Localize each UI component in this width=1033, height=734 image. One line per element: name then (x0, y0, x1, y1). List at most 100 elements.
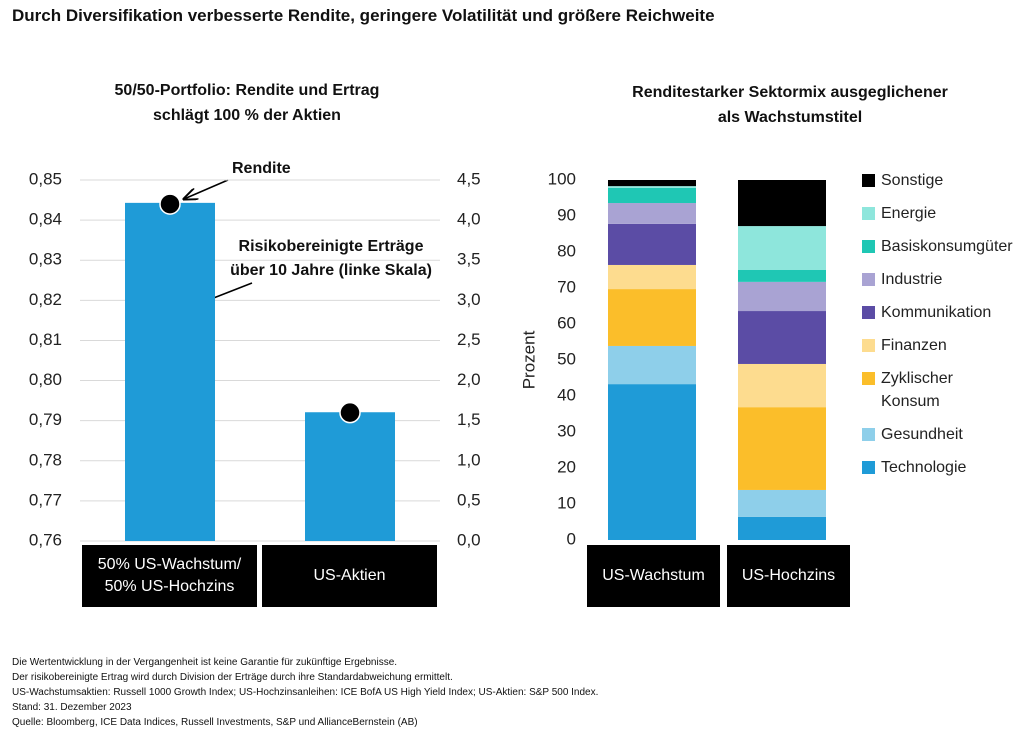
x-tick-label: 50% US-Wachstum/ 50% US-Hochzins (97, 556, 242, 595)
x-tick-label: US-Aktien (313, 567, 386, 584)
y-tick-label: 50 (557, 349, 576, 368)
legend-item: Finanzen (862, 334, 1033, 357)
return-dot (339, 401, 361, 424)
legend-item: Technologie (862, 456, 1033, 479)
bar-segment (738, 311, 826, 364)
bar-segment (738, 270, 826, 282)
y-tick-label: 90 (557, 205, 576, 224)
legend-swatch (862, 240, 875, 253)
bar (305, 412, 395, 541)
x-tick-label: US-Wachstum (602, 567, 705, 584)
y-tick-label: 60 (557, 313, 576, 332)
y2-tick-label: 2,0 (457, 370, 481, 389)
legend-label: Technologie (881, 459, 967, 476)
y-tick-label: 0,82 (29, 290, 62, 309)
y2-tick-label: 1,0 (457, 450, 481, 469)
y-tick-label: 0,80 (29, 370, 62, 389)
y-tick-label: 0,76 (29, 530, 62, 549)
y-tick-label: 10 (557, 493, 576, 512)
y-tick-label: 80 (557, 241, 576, 260)
bar-segment (608, 203, 696, 224)
y-tick-label: 100 (548, 169, 576, 188)
page-title: Durch Diversifikation verbesserte Rendit… (12, 6, 715, 25)
legend-item: Basiskonsumgüter (862, 235, 1033, 258)
chart-title: 50/50-Portfolio: Rendite und Ertrag schl… (114, 82, 380, 124)
legend-item: Kommunikation (862, 301, 1033, 324)
category-box: 50% US-Wachstum/ 50% US-Hochzins (82, 545, 257, 607)
legend-label: Gesundheit (881, 426, 963, 443)
bar-segment (738, 407, 826, 490)
bar-segment (738, 180, 826, 227)
bar-segment (738, 516, 826, 540)
y-tick-label: 30 (557, 421, 576, 440)
legend-label: Kommunikation (881, 304, 992, 321)
legend-label: Basiskonsumgüter (881, 238, 1013, 255)
y2-tick-label: 3,5 (457, 250, 481, 269)
bar-segment (608, 264, 696, 290)
note: Die Wertentwicklung in der Vergangenheit… (12, 657, 398, 668)
note: Quelle: Bloomberg, ICE Data Indices, Rus… (12, 717, 418, 728)
legend-item: Zyklischer Konsum (862, 367, 1033, 413)
bar-segment (738, 226, 826, 270)
y-tick-label: 0,77 (29, 490, 62, 509)
x-tick-label: US-Hochzins (741, 567, 836, 584)
y2-tick-label: 2,5 (457, 330, 481, 349)
legend-label: Zyklischer Konsum (881, 370, 954, 410)
legend-label: Industrie (881, 271, 943, 288)
annotation-arrow (184, 179, 229, 199)
y-tick-label: 0,83 (29, 250, 62, 269)
y2-tick-label: 4,5 (457, 169, 481, 188)
y-tick-label: 0 (567, 529, 576, 548)
bar-segment (738, 363, 826, 408)
bar-segment (608, 186, 696, 188)
legend: Sonstige Energie Basiskonsumgüter Industrie… (862, 169, 1033, 489)
note: Stand: 31. Dezember 2023 (12, 702, 132, 713)
y2-tick-label: 4,0 (457, 210, 481, 229)
bar-segment (738, 489, 826, 517)
annotation: Rendite (232, 160, 291, 177)
y-tick-label: 0,79 (29, 410, 62, 429)
legend-swatch (862, 207, 875, 220)
y-axis-label: Prozent (519, 330, 538, 389)
y-tick-label: 0,78 (29, 450, 62, 469)
legend-label: Energie (881, 205, 937, 222)
note: Der risikobereinigte Ertrag wird durch D… (12, 672, 453, 683)
y2-tick-label: 0,0 (457, 530, 481, 549)
chart-title: Renditestarker Sektormix ausgeglichener … (632, 84, 948, 126)
y-tick-label: 0,84 (29, 210, 62, 229)
bar-segment (608, 223, 696, 265)
legend-swatch (862, 174, 875, 187)
bar (125, 202, 215, 541)
legend-swatch (862, 273, 875, 286)
legend-item: Energie (862, 202, 1033, 225)
legend-item: Gesundheit (862, 423, 1033, 446)
legend-swatch (862, 428, 875, 441)
legend-item: Sonstige (862, 169, 1033, 192)
y2-tick-label: 1,5 (457, 410, 481, 429)
y2-tick-label: 0,5 (457, 490, 481, 509)
bar-segment (608, 180, 696, 187)
return-dot (159, 193, 181, 215)
category-box: US-Hochzins (727, 545, 850, 607)
y-tick-label: 0,85 (29, 169, 62, 188)
legend-swatch (862, 372, 875, 385)
notes: Die Wertentwicklung in der Vergangenheit… (12, 655, 598, 730)
y2-tick-label: 3,0 (457, 290, 481, 309)
legend-item: Industrie (862, 268, 1033, 291)
legend-swatch (862, 339, 875, 352)
bar-segment (738, 281, 826, 312)
y-tick-label: 40 (557, 385, 576, 404)
annotation: Risikobereinigte Erträge über 10 Jahre (… (230, 238, 432, 279)
bar-segment (608, 289, 696, 346)
y-tick-label: 0,81 (29, 330, 62, 349)
y-tick-label: 70 (557, 277, 576, 296)
bar-segment (608, 384, 696, 540)
category-box: US-Aktien (262, 545, 437, 607)
legend-label: Finanzen (881, 337, 947, 354)
bar-segment (608, 187, 696, 204)
note: US-Wachstumsaktien: Russell 1000 Growth … (12, 687, 599, 698)
y-tick-label: 20 (557, 457, 576, 476)
legend-label: Sonstige (881, 172, 944, 189)
